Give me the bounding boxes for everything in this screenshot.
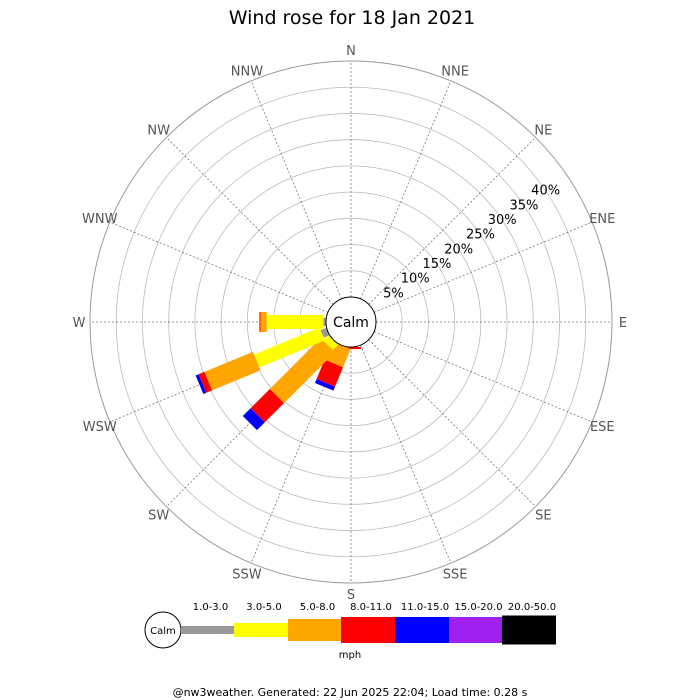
bar-wsw-3 — [198, 371, 213, 393]
spoke-sse — [360, 344, 452, 564]
bar-sw-2 — [269, 338, 335, 404]
spoke-nne — [360, 80, 452, 300]
direction-label-n: N — [346, 44, 356, 59]
footer-text: @nw3weather. Generated: 22 Jun 2025 22:0… — [173, 686, 528, 699]
direction-label-wnw: WNW — [82, 212, 118, 227]
direction-label-ssw: SSW — [232, 567, 262, 582]
bar-ssw-3 — [316, 359, 344, 387]
legend-unit-label: mph — [339, 650, 361, 661]
spoke-ssw — [250, 344, 342, 564]
spoke-wnw — [109, 221, 329, 313]
legend-bin-label: 15.0-20.0 — [454, 602, 502, 613]
direction-label-w: W — [73, 316, 86, 331]
direction-label-s: S — [347, 588, 355, 603]
spoke-ne — [368, 137, 536, 305]
legend-bin-label: 5.0-8.0 — [300, 602, 335, 613]
legend-bin-label: 1.0-3.0 — [193, 602, 228, 613]
radial-tick-label: 25% — [466, 228, 495, 243]
legend-swatch-4 — [395, 617, 449, 643]
direction-label-sse: SSE — [443, 567, 468, 582]
direction-label-nne: NNE — [441, 65, 469, 80]
grid-ring — [246, 217, 456, 427]
legend-bin-label: 20.0-50.0 — [508, 602, 556, 613]
legend-swatch-3 — [341, 617, 395, 643]
radial-tick-label: 40% — [531, 184, 560, 199]
direction-label-sw: SW — [148, 508, 169, 523]
legend-bin-label: 8.0-11.0 — [350, 602, 392, 613]
radial-tick-label: 30% — [488, 213, 517, 228]
calm-circle — [325, 296, 377, 348]
spoke-ene — [373, 221, 593, 313]
spoke-nw — [166, 137, 334, 305]
legend: Calm 1.0-3.0 3.0-5.0 5.0-8.0 8.0-11.0 11.0-15… — [144, 602, 556, 661]
radial-tick-label: 20% — [444, 242, 473, 257]
grid-ring — [142, 113, 560, 531]
bar-sw-1 — [322, 334, 339, 351]
radial-tick-label: 10% — [401, 272, 430, 287]
direction-label-ene: ENE — [589, 212, 615, 227]
bar-sw-3 — [250, 388, 285, 423]
direction-label-nw: NW — [147, 124, 170, 139]
legend-bin-label: 3.0-5.0 — [246, 602, 281, 613]
outer-ring — [89, 60, 613, 584]
direction-label-e: E — [619, 316, 627, 331]
legend-swatch-5 — [449, 617, 502, 643]
bar-ssw-4 — [314, 379, 336, 391]
calm-label: Calm — [333, 315, 369, 331]
spoke-se — [368, 339, 536, 507]
spoke-nnw — [250, 80, 342, 300]
direction-label-nnw: NNW — [231, 65, 263, 80]
radial-tick-label: 35% — [509, 198, 538, 213]
bar-ssw-2 — [324, 341, 351, 368]
direction-label-wsw: WSW — [83, 420, 117, 435]
legend-swatch-0 — [181, 626, 234, 634]
spoke-ese — [373, 331, 593, 423]
grid-ring — [194, 165, 508, 479]
legend-calm-label: Calm — [150, 626, 176, 637]
legend-swatch-2 — [288, 619, 341, 641]
legend-swatch-1 — [234, 623, 288, 637]
radial-tick-label: 5% — [383, 286, 404, 301]
legend-swatch-6 — [502, 615, 556, 645]
bar-wsw-2 — [204, 351, 261, 391]
legend-bin-label: 11.0-15.0 — [401, 602, 449, 613]
bar-wsw-4 — [195, 374, 207, 394]
bar-wsw-0 — [320, 327, 330, 338]
polar-grid — [89, 60, 613, 584]
direction-label-ese: ESE — [590, 420, 615, 435]
direction-labels: N NNE NE ENE E ESE SE SSE S SSW SW WSW W WNW NW NNW — [73, 44, 628, 603]
bar-sw-4 — [242, 408, 265, 431]
bar-wsw-1 — [253, 327, 325, 368]
direction-label-ne: NE — [534, 124, 552, 139]
direction-label-se: SE — [535, 508, 551, 523]
radial-tick-labels: 5%10%15%20%25%30%35%40% — [383, 184, 560, 302]
radial-tick-label: 15% — [422, 257, 451, 272]
calm-center: Calm — [325, 296, 377, 348]
chart-title: Wind rose for 18 Jan 2021 — [229, 7, 476, 29]
